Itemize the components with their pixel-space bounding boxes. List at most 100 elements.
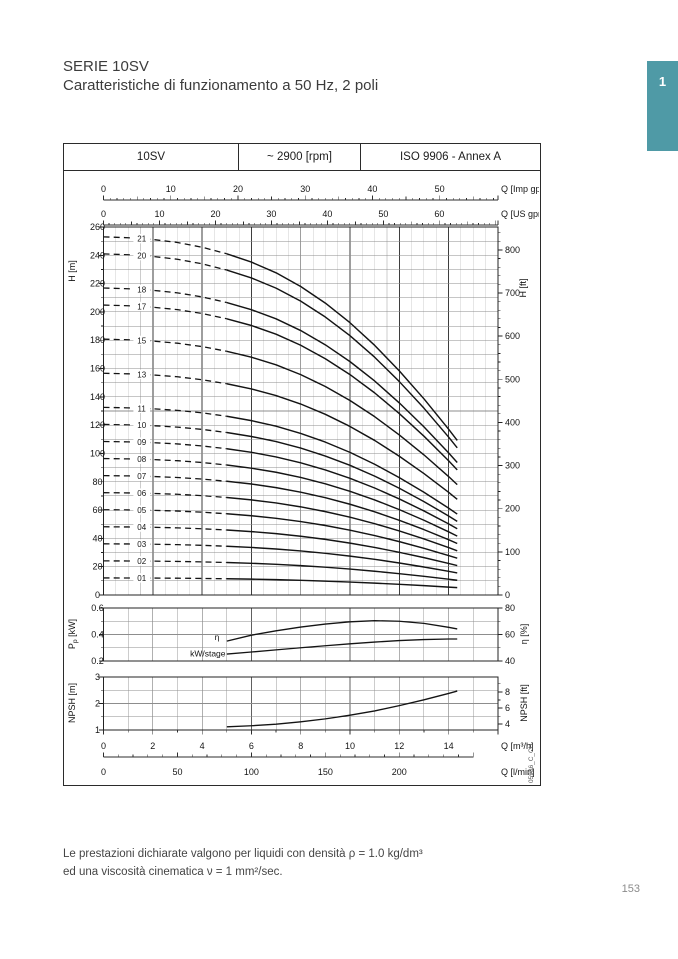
svg-text:180: 180	[90, 335, 105, 345]
svg-text:Q [l/min]: Q [l/min]	[501, 767, 535, 777]
svg-text:500: 500	[505, 374, 520, 384]
svg-text:13: 13	[137, 370, 146, 379]
svg-text:20: 20	[233, 184, 243, 194]
svg-text:05: 05	[137, 506, 146, 515]
svg-text:3: 3	[95, 672, 100, 682]
svg-text:14: 14	[444, 741, 454, 751]
chart-frame: 10SV ~ 2900 [rpm] ISO 9906 - Annex A 0 20…	[63, 143, 541, 786]
svg-text:NPSH [m]: NPSH [m]	[67, 683, 77, 723]
page-title: SERIE 10SV	[63, 58, 149, 75]
svg-text:120: 120	[90, 420, 105, 430]
svg-text:0: 0	[101, 741, 106, 751]
svg-text:60: 60	[505, 630, 515, 640]
svg-text:20: 20	[92, 562, 102, 572]
svg-text:300: 300	[505, 461, 520, 471]
svg-text:NPSH [ft]: NPSH [ft]	[519, 684, 529, 722]
svg-text:Pp [kW]: Pp [kW]	[67, 619, 79, 649]
svg-text:20: 20	[210, 209, 220, 219]
page-subtitle: Caratteristiche di funzionamento a 50 Hz…	[63, 77, 379, 94]
svg-text:18: 18	[137, 286, 146, 295]
svg-text:21: 21	[137, 235, 146, 244]
chart-header-speed: ~ 2900 [rpm]	[239, 144, 361, 170]
svg-text:60: 60	[434, 209, 444, 219]
chart-header: 10SV ~ 2900 [rpm] ISO 9906 - Annex A	[64, 144, 540, 171]
svg-text:0.2: 0.2	[91, 656, 104, 666]
svg-text:0.6: 0.6	[91, 603, 104, 613]
svg-text:η [%]: η [%]	[519, 624, 529, 645]
svg-text:0: 0	[101, 209, 106, 219]
svg-text:60: 60	[92, 505, 102, 515]
title-block: SERIE 10SV Caratteristiche di funzioname…	[63, 57, 378, 95]
svg-text:01: 01	[137, 574, 146, 583]
svg-text:0: 0	[505, 590, 510, 600]
svg-text:0.4: 0.4	[91, 630, 104, 640]
svg-text:100: 100	[505, 547, 520, 557]
svg-text:4: 4	[505, 719, 510, 729]
svg-text:10: 10	[137, 421, 146, 430]
section-tab-number: 1	[658, 74, 667, 89]
svg-text:0: 0	[101, 184, 106, 194]
svg-text:200: 200	[505, 504, 520, 514]
svg-text:150: 150	[318, 767, 333, 777]
svg-text:09: 09	[137, 438, 146, 447]
svg-text:800: 800	[505, 245, 520, 255]
svg-text:η: η	[215, 632, 220, 642]
svg-text:600: 600	[505, 331, 520, 341]
svg-text:50: 50	[172, 767, 182, 777]
svg-text:100: 100	[244, 767, 259, 777]
svg-text:kW/stage: kW/stage	[190, 649, 226, 659]
footer-note-line2: ed una viscosità cinematica ν = 1 mm²/se…	[63, 865, 283, 878]
svg-text:30: 30	[300, 184, 310, 194]
svg-text:80: 80	[505, 603, 515, 613]
svg-text:4: 4	[200, 741, 205, 751]
svg-text:200: 200	[392, 767, 407, 777]
svg-text:6: 6	[505, 703, 510, 713]
svg-text:0: 0	[95, 590, 100, 600]
footer-note-line1: Le prestazioni dichiarate valgono per li…	[63, 848, 423, 860]
svg-text:2: 2	[95, 699, 100, 709]
svg-text:H [m]: H [m]	[67, 260, 77, 282]
svg-text:700: 700	[505, 288, 520, 298]
svg-text:140: 140	[90, 392, 105, 402]
svg-text:8: 8	[505, 687, 510, 697]
page-number: 153	[621, 883, 640, 895]
svg-text:40: 40	[367, 184, 377, 194]
svg-text:0: 0	[101, 767, 106, 777]
svg-text:40: 40	[322, 209, 332, 219]
svg-text:2: 2	[150, 741, 155, 751]
svg-text:Q [US gpm]: Q [US gpm]	[501, 209, 539, 219]
svg-text:200: 200	[90, 307, 105, 317]
svg-text:240: 240	[90, 250, 105, 260]
svg-text:06: 06	[137, 489, 146, 498]
svg-text:08: 08	[137, 455, 146, 464]
svg-text:40: 40	[505, 656, 515, 666]
svg-text:10: 10	[154, 209, 164, 219]
svg-text:20: 20	[137, 252, 146, 261]
svg-text:02: 02	[137, 557, 146, 566]
svg-text:07: 07	[137, 472, 146, 481]
svg-text:260: 260	[90, 222, 105, 232]
svg-text:12: 12	[394, 741, 404, 751]
chart-header-model: 10SV	[64, 144, 239, 170]
svg-text:400: 400	[505, 417, 520, 427]
svg-text:H [ft]: H [ft]	[518, 278, 528, 297]
svg-text:220: 220	[90, 279, 105, 289]
svg-text:Q [m³/h]: Q [m³/h]	[501, 741, 534, 751]
svg-text:10: 10	[345, 741, 355, 751]
svg-text:80: 80	[92, 477, 102, 487]
svg-text:Q [Imp gpm]: Q [Imp gpm]	[501, 184, 539, 194]
svg-text:100: 100	[90, 448, 105, 458]
chart-header-standard: ISO 9906 - Annex A	[399, 151, 501, 163]
section-tab: 1	[647, 61, 678, 151]
svg-text:50: 50	[378, 209, 388, 219]
svg-text:10: 10	[166, 184, 176, 194]
svg-text:1: 1	[95, 725, 100, 735]
svg-text:04: 04	[137, 523, 146, 532]
svg-text:15: 15	[137, 336, 146, 345]
footer-note: Le prestazioni dichiarate valgono per li…	[63, 846, 423, 881]
svg-text:40: 40	[92, 533, 102, 543]
svg-text:03: 03	[137, 540, 146, 549]
svg-text:6: 6	[249, 741, 254, 751]
